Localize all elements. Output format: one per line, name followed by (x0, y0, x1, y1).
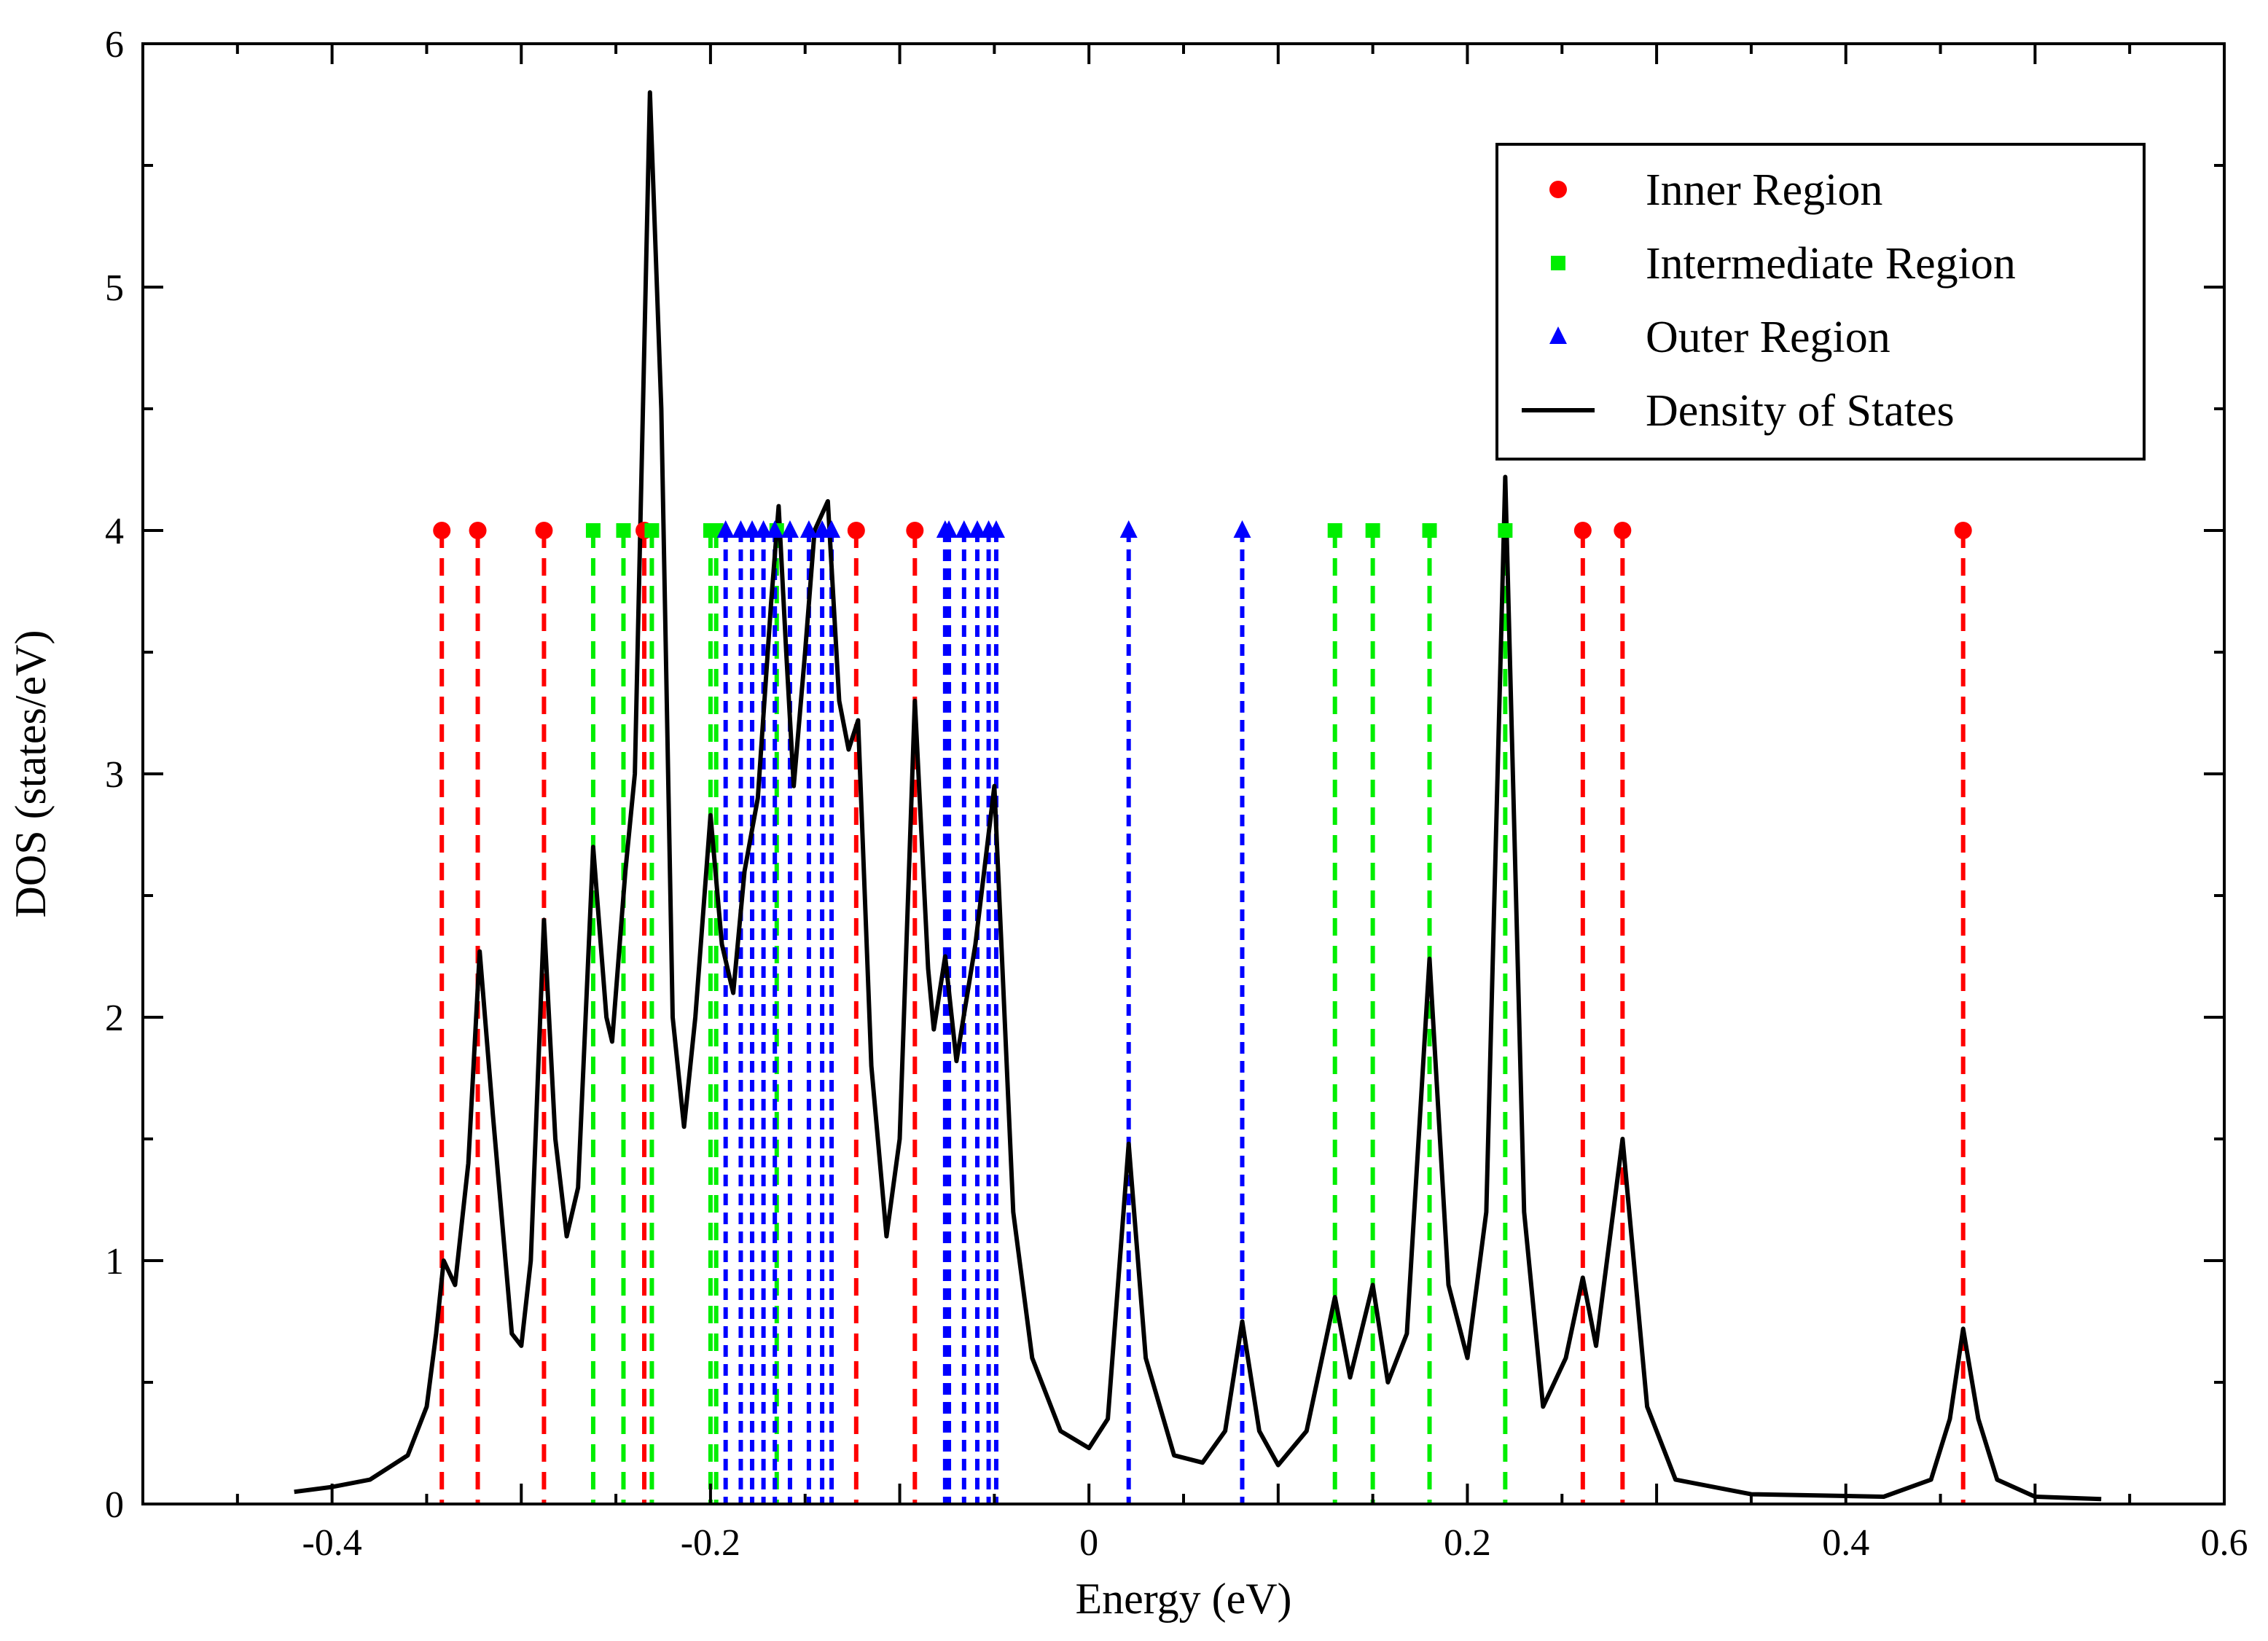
legend-label-0: Inner Region (1646, 165, 1882, 215)
level-marker-2-2 (743, 520, 762, 538)
level-marker-1-8 (1422, 523, 1437, 538)
legend-label-2: Outer Region (1646, 313, 1890, 362)
legend-label-1: Intermediate Region (1646, 239, 2016, 289)
level-marker-2-4 (766, 520, 784, 538)
legend-box (1495, 143, 2146, 461)
legend-items: Inner Region Intermediate Region Outer Reg… (1522, 165, 2016, 436)
level-marker-1-6 (1327, 523, 1342, 538)
level-marker-2-14 (987, 520, 1005, 538)
level-marker-1-9 (1498, 523, 1513, 538)
level-marker-2-0 (716, 520, 735, 538)
y-tick-label: 3 (105, 754, 124, 796)
x-tick-label: 0.4 (1822, 1522, 1869, 1564)
level-marker-1-0 (585, 523, 601, 538)
y-tick-label: 5 (105, 267, 124, 309)
legend-symbol-2 (1549, 326, 1567, 344)
level-marker-2-1 (732, 520, 750, 538)
x-axis-title: Energy (eV) (1075, 1575, 1291, 1623)
level-marker-0-6 (1573, 522, 1592, 539)
level-marker-0-7 (1614, 522, 1632, 539)
level-marker-2-11 (955, 520, 973, 538)
legend-label-3: Density of States (1646, 386, 1955, 436)
y-tick-label: 6 (105, 24, 124, 66)
level-marker-2-5 (781, 520, 799, 538)
y-tick-label: 1 (105, 1241, 124, 1282)
level-marker-1-2 (644, 523, 660, 538)
legend: Inner Region Intermediate Region Outer Reg… (1495, 143, 2146, 461)
axis-ticks: -0.4 -0.2 0 0.2 0.4 0.6 0 1 2 3 4 5 6 (105, 24, 2248, 1564)
level-marker-0-4 (847, 522, 865, 539)
level-markers (433, 520, 1972, 539)
level-marker-0-1 (469, 522, 487, 539)
x-tick-label: 0.2 (1444, 1522, 1491, 1564)
x-tick-label: 0.6 (2201, 1522, 2248, 1564)
x-tick-label: -0.2 (681, 1522, 740, 1564)
level-marker-0-5 (906, 522, 924, 539)
dos-line-layer (294, 90, 2102, 1502)
level-marker-2-12 (968, 520, 986, 538)
level-marker-1-1 (616, 523, 631, 538)
level-marker-2-10 (940, 520, 958, 538)
legend-symbol-0 (1549, 181, 1567, 198)
level-marker-2-16 (1233, 520, 1251, 538)
x-tick-label: 0 (1079, 1522, 1098, 1564)
level-marker-0-2 (535, 522, 553, 539)
y-tick-label: 2 (105, 998, 124, 1039)
y-tick-label: 4 (105, 511, 124, 552)
level-marker-1-7 (1365, 523, 1380, 538)
level-marker-2-8 (823, 520, 841, 538)
dos-line (294, 90, 2102, 1502)
y-axis-title: DOS (states/eV) (7, 630, 55, 918)
x-tick-label: -0.4 (302, 1522, 361, 1564)
legend-symbol-1 (1551, 256, 1565, 270)
level-marker-0-8 (1954, 522, 1972, 539)
level-marker-0-0 (433, 522, 451, 539)
level-marker-2-15 (1119, 520, 1138, 538)
level-marker-2-6 (799, 520, 818, 538)
y-tick-label: 0 (105, 1484, 124, 1526)
level-marker-2-3 (754, 520, 773, 538)
